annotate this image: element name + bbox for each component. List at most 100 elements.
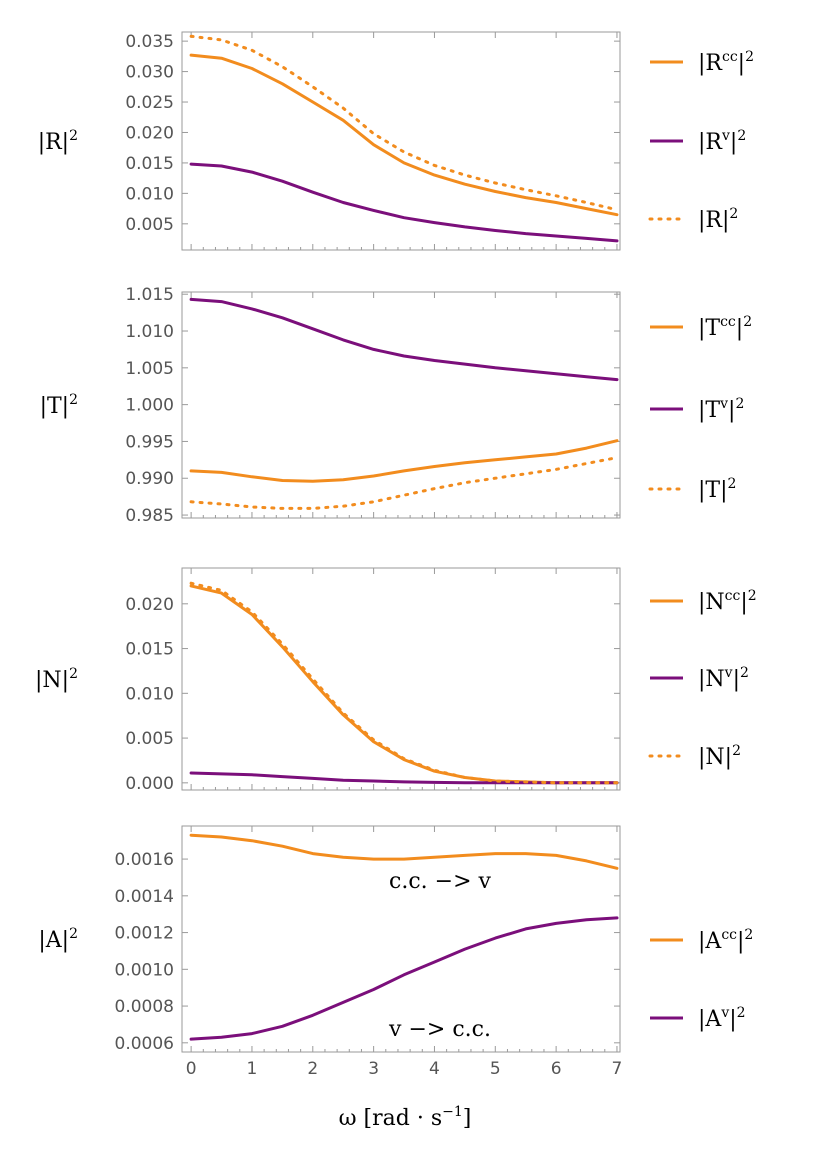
legend-label-power: 2 [743, 314, 752, 330]
x-tick-label: 1 [247, 1059, 258, 1079]
y-tick-label: 0.015 [125, 154, 174, 174]
legend-label-power: 2 [748, 588, 757, 604]
y-tick-label: 1.000 [125, 396, 174, 416]
series-line-purple [189, 916, 619, 1041]
y-tick-label: 0.0008 [115, 997, 174, 1017]
plot-frame [181, 31, 621, 251]
series-line-orange-dotted [189, 456, 619, 510]
legend-label-tail: | [728, 398, 735, 423]
x-tick-label: 3 [368, 1059, 379, 1079]
x-axis-label-close: ] [463, 1106, 472, 1131]
legend-label-sup: cc [725, 588, 741, 604]
y-tick-label: 0.000 [125, 774, 174, 794]
legend-label-power: 2 [735, 396, 744, 412]
legend-label-base: |T [698, 398, 720, 423]
y-tick-label: 0.010 [125, 684, 174, 704]
annotation-label: v −> c.c. [388, 1017, 491, 1042]
y-tick-label: 0.005 [125, 729, 174, 749]
x-tick-label: 5 [490, 1059, 501, 1079]
legend-label-sup: v [721, 128, 730, 144]
y-axis-label-sup: 2 [69, 666, 78, 682]
y-axis-label: |T|2 [40, 392, 78, 419]
legend-label-power: 2 [737, 128, 746, 144]
y-tick-label: 0.030 [125, 63, 174, 83]
series-line-purple [189, 162, 619, 243]
y-tick-label: 0.990 [125, 469, 174, 489]
legend-label-sup: v [724, 665, 733, 681]
series-line-orange [189, 53, 619, 217]
legend-label-base: |T [698, 316, 720, 341]
y-tick-label: 1.015 [125, 285, 174, 305]
x-axis-label: ω [rad · s−1] [339, 1104, 472, 1131]
legend-label-tail: | [736, 316, 743, 341]
legend-label: |Rcc|2 [698, 49, 754, 76]
legend-label: |Acc|2 [698, 927, 753, 954]
x-tick-label: 6 [551, 1059, 562, 1079]
y-axis-label-base: |A| [38, 928, 69, 953]
y-axis-label: |N|2 [35, 666, 78, 693]
legend-label: |Av|2 [698, 1005, 746, 1032]
legend-label-sup: cc [722, 49, 738, 65]
y-tick-label: 0.010 [125, 184, 174, 204]
plot-frame [181, 825, 621, 1053]
legend-label-power: 2 [740, 665, 749, 681]
y-tick-label: 0.025 [125, 93, 174, 113]
panel-1: 0.0050.0100.0150.0200.0250.0300.035|R|2|… [38, 31, 754, 251]
series-line-orange-dotted [189, 34, 619, 212]
legend-label-base: |R| [698, 208, 729, 233]
legend-label-power: 2 [737, 1005, 746, 1021]
legend-label-base: |A [698, 929, 722, 954]
y-tick-label: 0.995 [125, 432, 174, 452]
legend-label-base: |T| [698, 478, 728, 503]
panel-3: 0.0000.0050.0100.0150.020|N|2|Ncc|2|Nv|2… [35, 567, 757, 794]
y-axis-label-sup: 2 [69, 392, 78, 408]
legend-label-sup: v [720, 1005, 729, 1021]
legend-label-tail: | [740, 590, 747, 615]
y-tick-label: 1.005 [125, 359, 174, 379]
legend-label: |T|2 [698, 476, 736, 503]
y-tick-label: 0.0012 [115, 924, 174, 944]
y-axis-label: |R|2 [38, 128, 78, 155]
y-tick-label: 0.0014 [115, 887, 174, 907]
legend-label-power: 2 [728, 476, 737, 492]
legend-label-base: |A [698, 1007, 722, 1032]
x-tick-label: 2 [307, 1059, 318, 1079]
y-axis-label-sup: 2 [69, 128, 78, 144]
y-tick-label: 0.0006 [115, 1034, 174, 1054]
legend-label-base: |R [698, 130, 723, 155]
legend-label-power: 2 [732, 743, 741, 759]
legend-label-sup: cc [720, 314, 736, 330]
plot-frame [181, 567, 621, 791]
legend-label-tail: | [729, 1007, 736, 1032]
x-tick-label: 7 [612, 1059, 623, 1079]
legend-label-tail: | [738, 51, 745, 76]
y-axis-label: |A|2 [38, 926, 78, 953]
panel-2: 0.9850.9900.9951.0001.0051.0101.015|T|2|… [40, 285, 753, 526]
legend-label-base: |N [698, 667, 725, 692]
y-tick-label: 0.035 [125, 32, 174, 52]
y-tick-label: 0.985 [125, 506, 174, 526]
legend-label-tail: | [737, 929, 744, 954]
legend-label-power: 2 [729, 206, 738, 222]
legend-label-power: 2 [745, 49, 754, 65]
panels: 0.0050.0100.0150.0200.0250.0300.035|R|2|… [35, 31, 757, 1079]
y-axis-label-base: |N| [35, 668, 69, 693]
legend-label: |Tv|2 [698, 396, 744, 423]
legend-label: |Nv|2 [698, 665, 749, 692]
legend-label-base: |N [698, 590, 725, 615]
series-line-orange [189, 833, 619, 870]
plot-frame [181, 291, 621, 519]
legend-label-tail: | [730, 130, 737, 155]
legend-label: |Tcc|2 [698, 314, 752, 341]
annotation-label: c.c. −> v [389, 869, 491, 894]
series-line-purple [189, 297, 619, 382]
legend-label-base: |N| [698, 745, 732, 770]
x-tick-label: 4 [429, 1059, 440, 1079]
series-line-orange [189, 439, 619, 483]
y-tick-label: 0.0010 [115, 960, 174, 980]
legend-label-tail: | [733, 667, 740, 692]
y-tick-label: 0.020 [125, 595, 174, 615]
y-tick-label: 1.010 [125, 322, 174, 342]
legend-label-sup: v [719, 396, 728, 412]
